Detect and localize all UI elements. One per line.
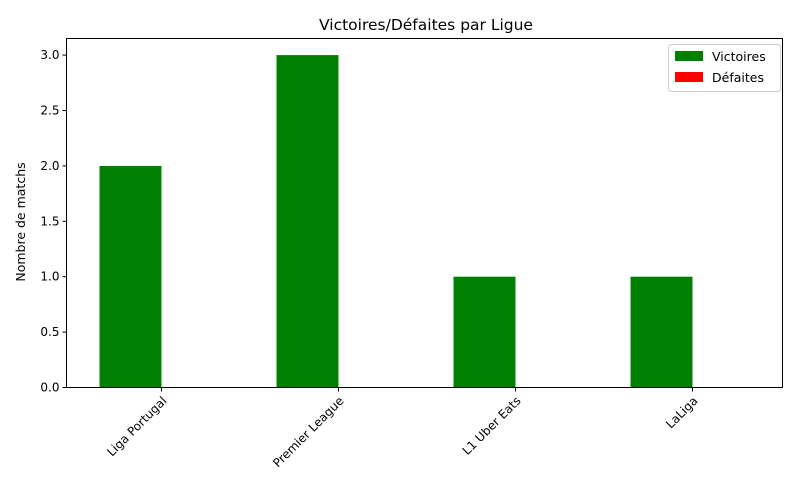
bar-victoires <box>99 165 162 388</box>
legend-label: Défaites <box>712 70 764 85</box>
bar-victoires <box>453 276 516 388</box>
y-tick-label: 1.5 <box>40 214 59 228</box>
x-tick-label: Premier League <box>270 394 346 470</box>
bar-victoires <box>276 55 339 388</box>
y-tick-label: 1.0 <box>40 270 59 284</box>
x-tick-label: Liga Portugal <box>104 394 169 459</box>
bar-victoires <box>630 276 693 388</box>
y-axis-label: Nombre de matchs <box>13 162 28 281</box>
y-tick-label: 2.0 <box>40 159 59 173</box>
chart-title: Victoires/Défaites par Ligue <box>319 16 533 34</box>
x-tick-label: LaLiga <box>663 394 700 431</box>
x-tick-label: L1 Uber Eats <box>460 394 524 458</box>
y-tick-label: 3.0 <box>40 48 59 62</box>
legend-swatch <box>675 72 703 82</box>
y-axis-ticks: 0.0 0.5 1.0 1.5 2.0 2.5 3.0 <box>40 48 67 395</box>
legend-swatch <box>675 51 703 61</box>
legend: Victoires Défaites <box>668 44 781 92</box>
legend-label: Victoires <box>712 49 766 64</box>
y-tick-label: 2.5 <box>40 104 59 118</box>
bars-group <box>99 55 693 388</box>
plot-area-frame <box>66 38 783 388</box>
y-tick-label: 0.5 <box>40 325 59 339</box>
y-tick-label: 0.0 <box>40 381 59 395</box>
x-axis-ticks: Liga Portugal Premier League L1 Uber Eats L… <box>104 387 701 470</box>
